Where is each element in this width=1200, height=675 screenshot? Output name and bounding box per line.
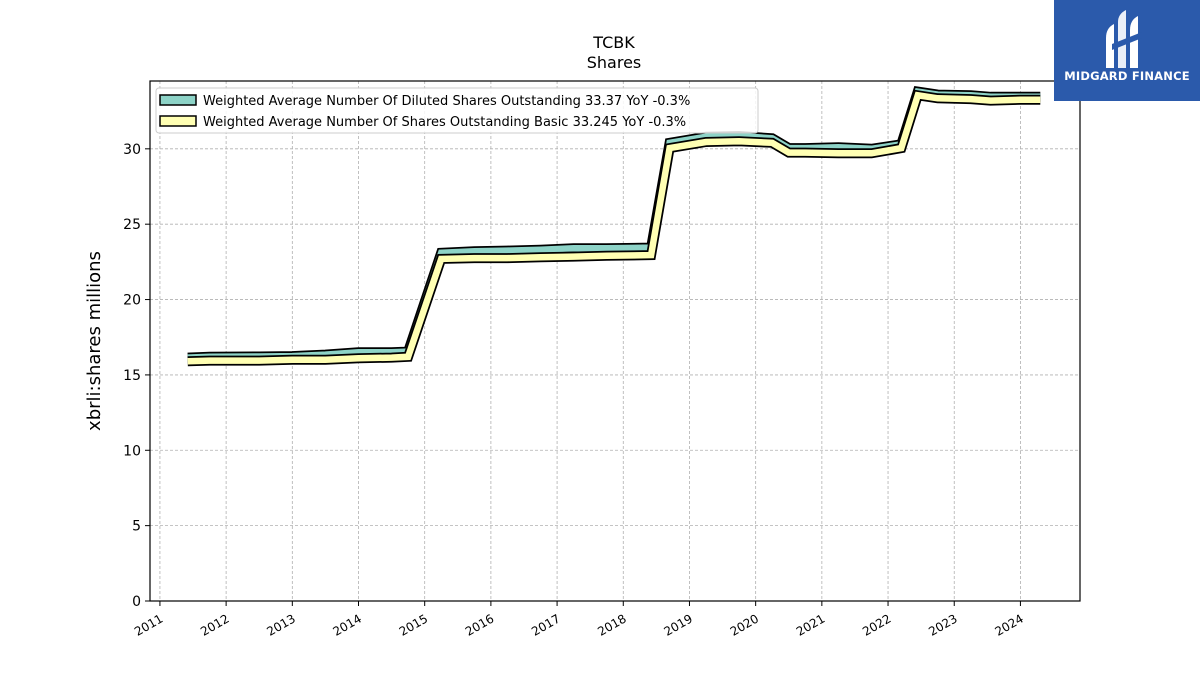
x-tick-label: 2023 [926, 611, 959, 638]
x-tick-label: 2020 [728, 611, 761, 638]
y-tick-label: 25 [123, 217, 141, 233]
chart-subtitle: Shares [587, 53, 642, 72]
legend-diluted-swatch [159, 94, 197, 106]
x-tick-label: 2016 [463, 611, 496, 638]
logo: MIDGARD FINANCE [1054, 0, 1200, 101]
plot-frame [149, 80, 1081, 602]
series-basic-outline [187, 89, 1041, 367]
y-tick-label: 10 [123, 443, 141, 459]
x-tick-label: 2011 [132, 611, 165, 638]
grid [150, 81, 1080, 601]
x-ticks: 2011 2012 2013 2014 2015 2016 2017 2018 2019 2020… [132, 601, 1026, 639]
y-tick-label: 15 [123, 368, 141, 384]
x-tick-label: 2013 [264, 611, 297, 638]
x-tick-label: 2012 [198, 611, 231, 638]
series-basic-line [187, 91, 1041, 365]
y-tick-label: 0 [132, 594, 141, 610]
series-layer [187, 86, 1041, 367]
x-tick-label: 2014 [331, 611, 364, 638]
legend: Weighted Average Number Of Diluted Share… [155, 87, 759, 134]
legend-basic-label: Weighted Average Number Of Shares Outsta… [203, 115, 686, 130]
x-tick-label: 2021 [794, 611, 827, 638]
x-tick-label: 2019 [662, 611, 695, 638]
logo-text: MIDGARD FINANCE [1064, 69, 1190, 83]
x-tick-label: 2018 [595, 611, 628, 638]
legend-basic-swatch [159, 115, 197, 127]
chart-title: TCBK [592, 33, 635, 52]
y-tick-label: 5 [132, 519, 141, 535]
y-axis-label: xbrli:shares millions [84, 251, 105, 431]
x-tick-label: 2024 [992, 611, 1025, 638]
logo-mark-icon [1106, 10, 1142, 68]
x-tick-label: 2022 [860, 611, 893, 638]
legend-diluted-label: Weighted Average Number Of Diluted Share… [203, 94, 690, 109]
x-tick-label: 2015 [397, 611, 430, 638]
y-tick-label: 20 [123, 293, 141, 309]
y-ticks: 0 5 10 15 20 25 30 [123, 142, 150, 610]
x-tick-label: 2017 [529, 611, 562, 638]
y-tick-label: 30 [123, 142, 141, 158]
legend-box [155, 87, 759, 134]
